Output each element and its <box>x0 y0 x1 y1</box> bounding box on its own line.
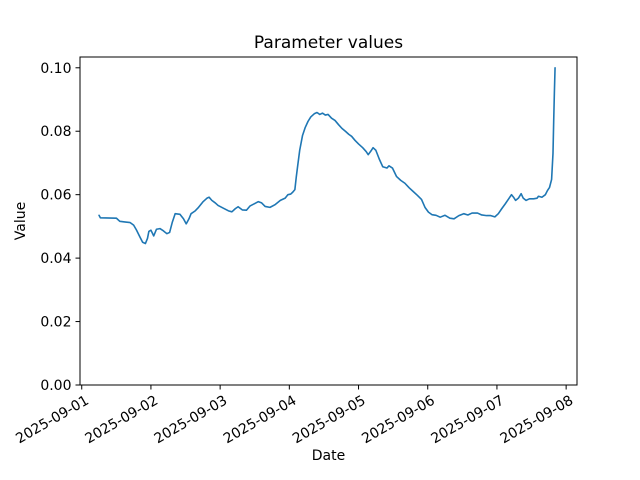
x-tick-label: 2025-09-01 <box>13 393 91 448</box>
y-tick-label: 0.04 <box>40 251 71 267</box>
y-tick-label: 0.02 <box>40 315 71 331</box>
x-tick-label: 2025-09-03 <box>152 393 230 448</box>
y-tick-label: 0.10 <box>40 61 71 77</box>
y-tick-label: 0.06 <box>40 188 71 204</box>
x-tick-label: 2025-09-05 <box>290 393 368 448</box>
x-axis-label: Date <box>311 448 346 464</box>
x-tick-label: 2025-09-04 <box>221 393 300 448</box>
x-tick-label: 2025-09-06 <box>359 393 438 448</box>
x-tick-label: 2025-09-08 <box>498 393 576 448</box>
y-tick-label: 0.08 <box>40 124 71 140</box>
x-tick-label: 2025-09-07 <box>428 393 506 448</box>
chart-title: Parameter values <box>253 33 404 53</box>
x-tick-label: 2025-09-02 <box>82 393 160 448</box>
y-tick-label: 0.00 <box>40 378 71 394</box>
data-line <box>98 66 556 245</box>
axes-spines <box>79 56 578 386</box>
